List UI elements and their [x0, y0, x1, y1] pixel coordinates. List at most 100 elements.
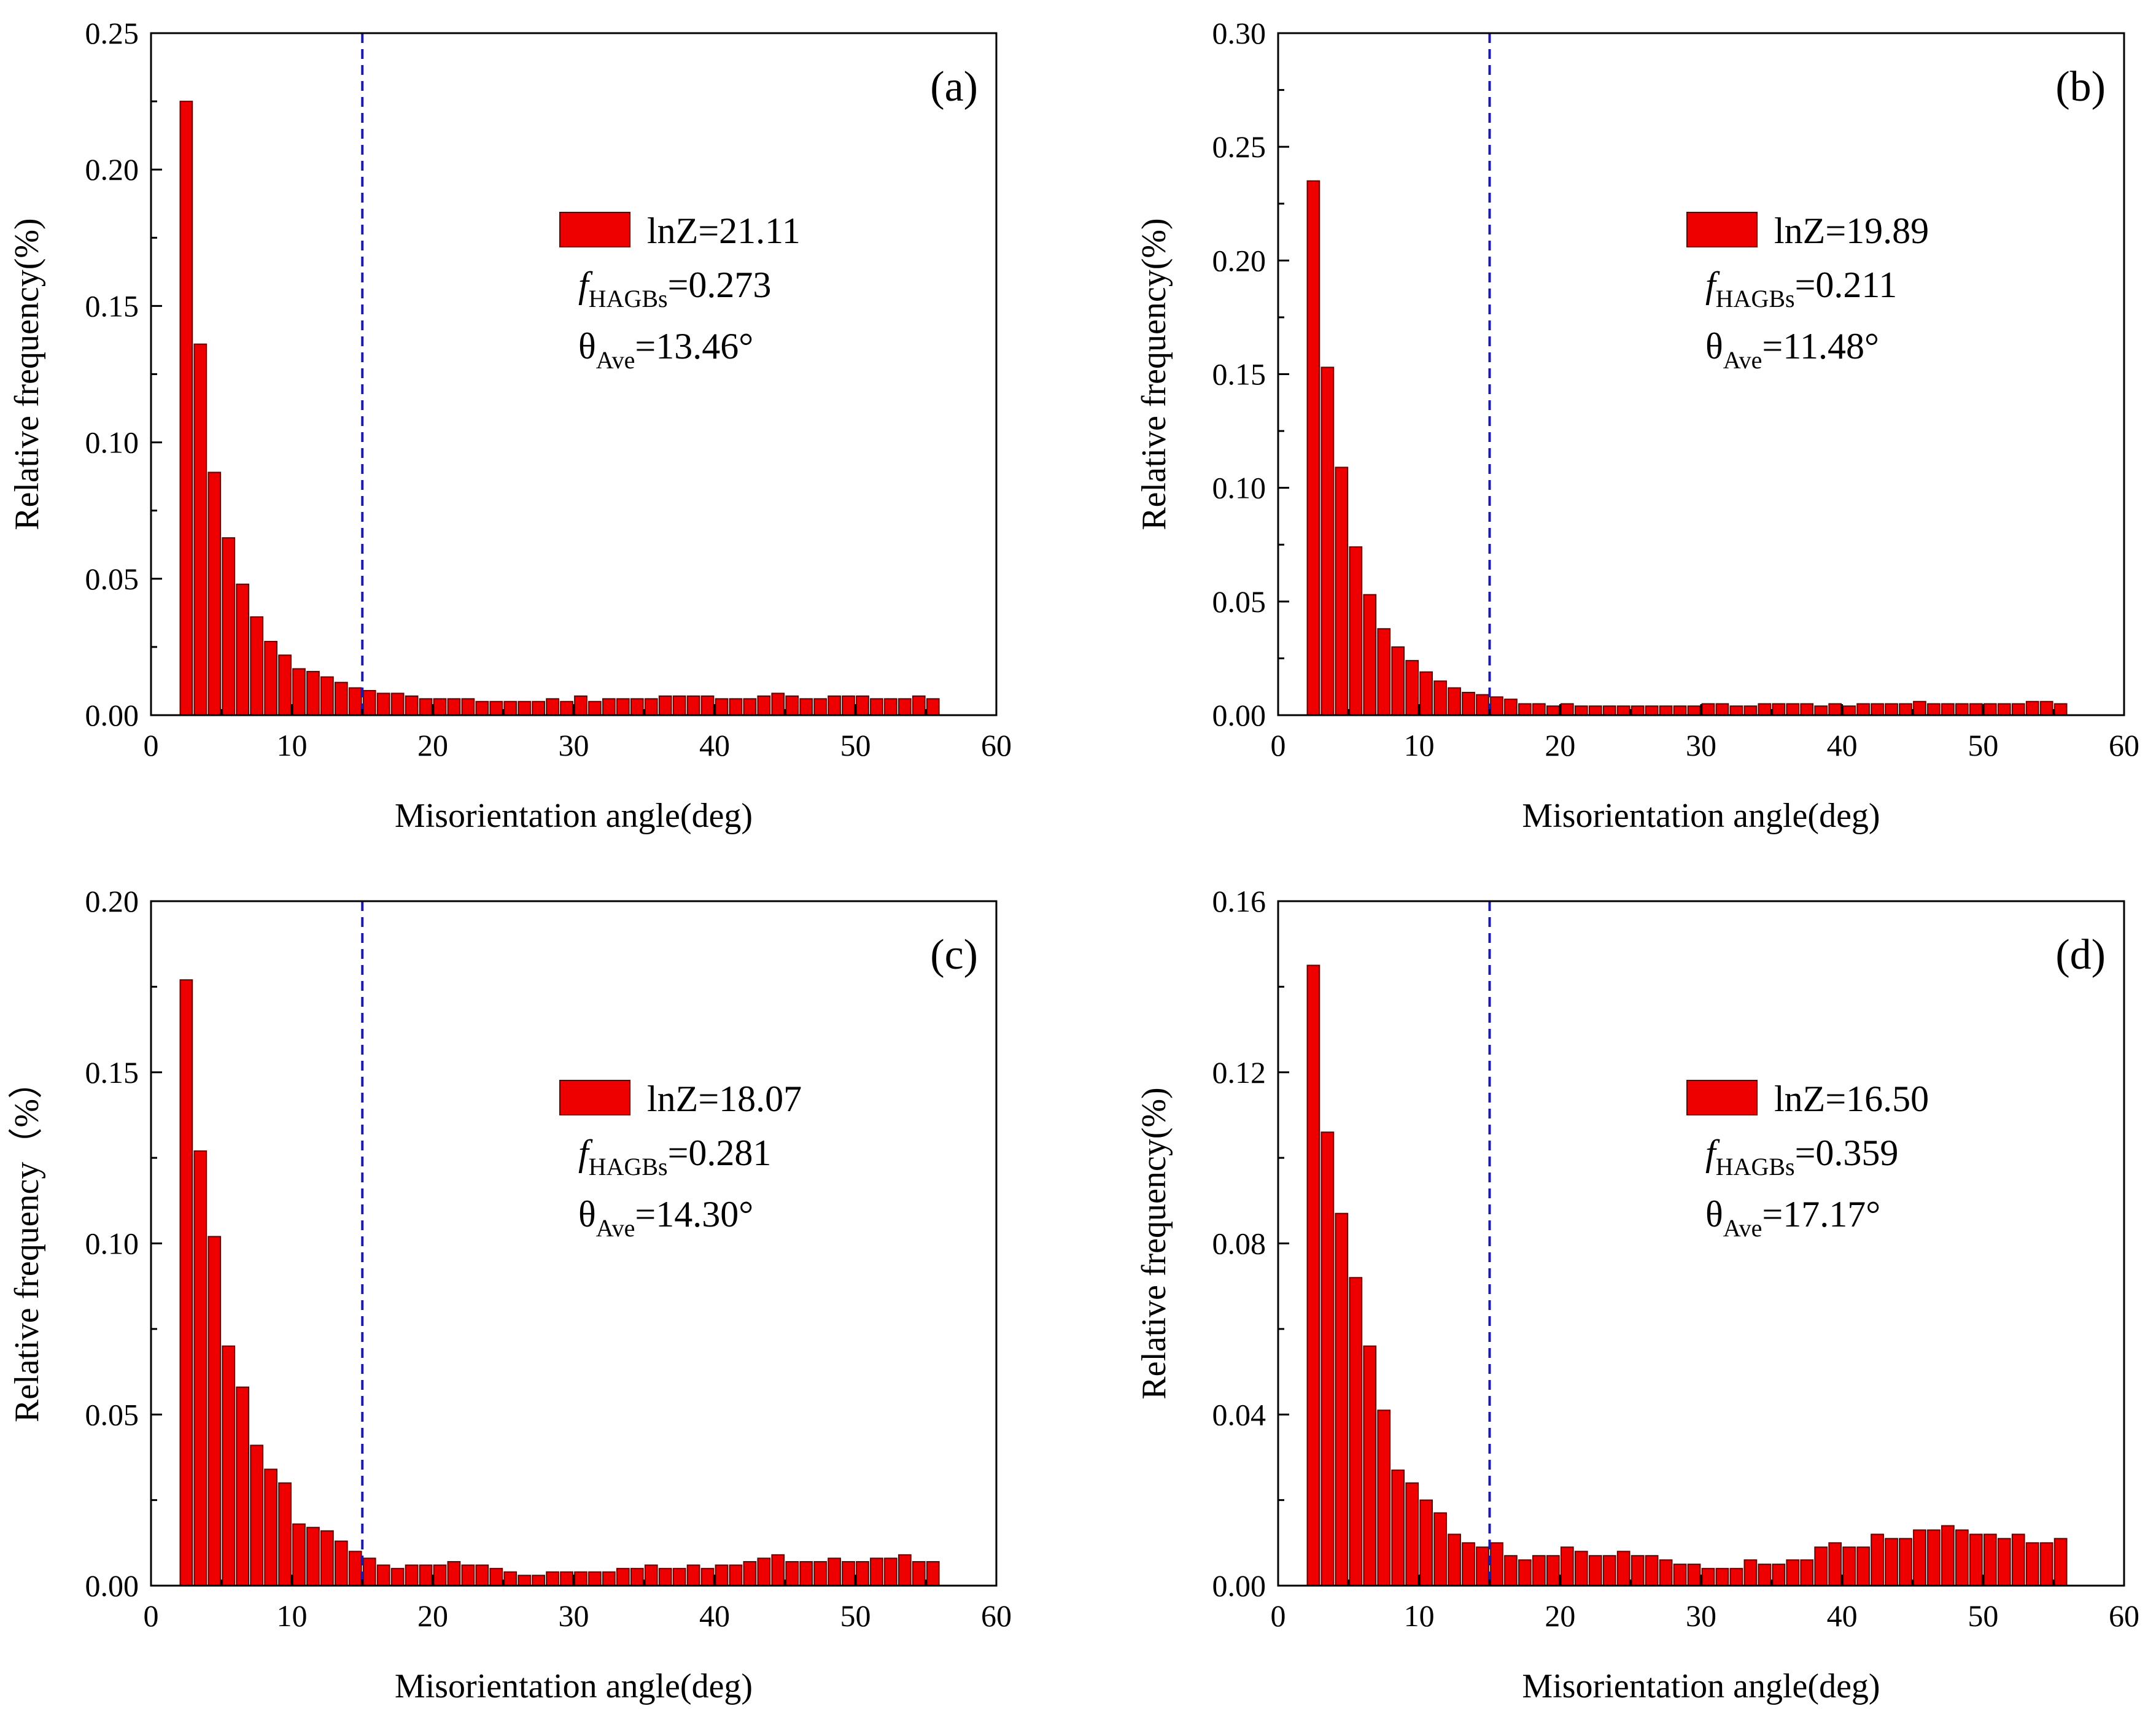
x-tick-label: 30 — [1686, 1599, 1716, 1633]
bar — [250, 1444, 264, 1586]
bar — [799, 698, 813, 716]
bar — [306, 1527, 320, 1586]
bar — [179, 979, 193, 1586]
bar — [700, 695, 715, 716]
bar — [1574, 1551, 1588, 1586]
bar — [433, 1564, 447, 1587]
bar — [546, 1571, 559, 1586]
chart-panel-a: 0 10 20 30 40 50 60 0.00 0.05 0.10 0.15 0.20 0.25 Mis… — [8, 16, 1012, 835]
bar — [1828, 703, 1842, 716]
bar — [1828, 1542, 1842, 1587]
bar — [250, 616, 264, 716]
bar — [1715, 703, 1729, 716]
bar — [644, 698, 658, 716]
x-tick-label: 30 — [559, 728, 589, 762]
bar — [1476, 1546, 1489, 1587]
bar — [1687, 1564, 1701, 1586]
bar — [532, 700, 546, 716]
bar — [602, 698, 616, 716]
bar — [1997, 703, 2011, 716]
bar — [1306, 180, 1320, 716]
bar — [1448, 687, 1461, 716]
y-tick-label: 0.00 — [85, 698, 139, 732]
bar — [489, 700, 503, 716]
x-tick-label: 0 — [144, 1599, 159, 1633]
bar — [1419, 671, 1433, 716]
bar — [757, 695, 771, 716]
bar — [278, 1482, 292, 1586]
bar — [447, 1560, 461, 1586]
bar — [1800, 703, 1814, 716]
bar — [884, 1557, 898, 1586]
bar — [1532, 1555, 1546, 1586]
chart-panel-d: 0 10 20 30 40 50 60 0.00 0.04 0.08 0.12 0.16 Misorie… — [1135, 884, 2139, 1705]
bar — [1913, 700, 1926, 716]
x-tick-label: 0 — [144, 728, 159, 762]
x-tick-label: 10 — [1404, 728, 1435, 762]
bar — [1532, 703, 1546, 716]
x-tick-label: 50 — [1968, 1599, 1998, 1633]
y-tick-label: 0.20 — [85, 152, 139, 187]
y-tick-label: 0.00 — [1212, 1568, 1266, 1603]
bar — [1997, 1538, 2011, 1587]
bar — [672, 1568, 686, 1587]
x-tick-label: 40 — [1827, 728, 1858, 762]
average-angle: θAve=13.46° — [578, 326, 753, 374]
bar — [320, 1530, 334, 1587]
y-tick-label: 0.12 — [1212, 1055, 1266, 1090]
panel-label: (c) — [930, 931, 978, 979]
y-tick-label: 0.10 — [1212, 471, 1266, 505]
bar — [870, 698, 883, 716]
bar — [856, 1560, 869, 1586]
bar — [1349, 1277, 1363, 1586]
bar — [1871, 703, 1884, 716]
bar — [870, 1557, 883, 1586]
bar — [475, 1564, 489, 1587]
x-tick-label: 20 — [417, 728, 448, 762]
bar — [1899, 703, 1912, 716]
bar — [700, 1568, 715, 1587]
bar — [1377, 1409, 1391, 1587]
bar — [503, 1571, 518, 1586]
bar — [1772, 703, 1786, 716]
legend-swatch — [559, 212, 630, 247]
x-tick-label: 10 — [277, 728, 308, 762]
y-tick-label: 0.05 — [85, 1397, 139, 1432]
bar — [1349, 546, 1363, 716]
bar — [236, 1386, 250, 1586]
y-tick-label: 0.20 — [85, 884, 139, 918]
hagb-fraction: fHAGBs=0.273 — [578, 265, 771, 312]
bar — [376, 692, 390, 716]
y-tick-label: 0.16 — [1212, 884, 1266, 918]
legend-swatch — [1686, 212, 1758, 247]
y-tick-label: 0.20 — [1212, 243, 1266, 277]
bar — [616, 1568, 630, 1587]
bar — [1701, 703, 1715, 716]
bar — [658, 695, 672, 716]
x-tick-label: 50 — [840, 1599, 871, 1633]
bar — [1715, 1568, 1729, 1587]
x-axis-title: Misorientation angle(deg) — [1522, 1667, 1880, 1705]
bar — [1941, 703, 1955, 716]
x-tick-label: 20 — [1545, 728, 1575, 762]
bar — [461, 698, 475, 716]
bar — [1701, 1568, 1715, 1587]
bar — [898, 1554, 912, 1587]
bar — [320, 676, 334, 716]
bar — [715, 698, 729, 716]
bar — [1758, 1564, 1772, 1586]
bar — [264, 641, 277, 716]
bar — [2053, 1538, 2068, 1587]
bar — [1800, 1559, 1814, 1586]
bar — [1391, 1469, 1405, 1587]
plot-frame — [150, 32, 998, 716]
x-tick-label: 30 — [559, 1599, 589, 1633]
y-tick-label: 0.08 — [1212, 1227, 1266, 1261]
bar — [912, 695, 926, 716]
bar — [1885, 1538, 1898, 1587]
bar — [264, 1468, 277, 1586]
bar — [1490, 1542, 1503, 1587]
bar — [1574, 705, 1588, 716]
bar — [546, 698, 559, 716]
bar — [1335, 1212, 1349, 1586]
